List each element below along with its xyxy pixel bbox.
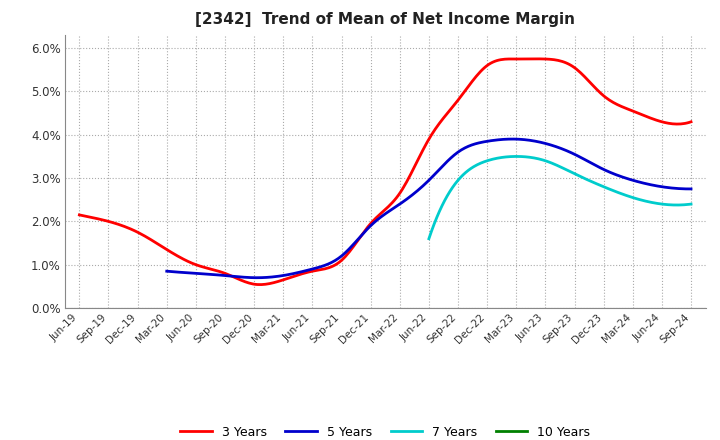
5 Years xyxy=(164,269,173,274)
7 Years xyxy=(687,202,696,207)
3 Years xyxy=(439,115,448,121)
7 Years xyxy=(663,202,672,207)
7 Years xyxy=(426,234,434,239)
5 Years xyxy=(485,138,494,143)
5 Years xyxy=(477,140,485,145)
5 Years xyxy=(252,275,261,280)
5 Years xyxy=(508,136,516,142)
5 Years xyxy=(163,268,171,274)
3 Years xyxy=(441,113,450,118)
5 Years xyxy=(474,140,483,146)
5 Years xyxy=(687,186,696,191)
7 Years xyxy=(582,176,590,182)
5 Years xyxy=(608,171,616,176)
3 Years xyxy=(451,100,460,106)
7 Years xyxy=(580,176,589,181)
7 Years xyxy=(647,200,655,205)
Line: 3 Years: 3 Years xyxy=(79,59,691,285)
7 Years xyxy=(586,178,595,183)
7 Years xyxy=(425,236,433,242)
7 Years xyxy=(512,154,521,159)
Line: 5 Years: 5 Years xyxy=(167,139,691,278)
3 Years xyxy=(77,213,86,218)
Legend: 3 Years, 5 Years, 7 Years, 10 Years: 3 Years, 5 Years, 7 Years, 10 Years xyxy=(176,421,595,440)
3 Years xyxy=(534,56,542,62)
3 Years xyxy=(75,212,84,217)
3 Years xyxy=(687,119,696,125)
5 Years xyxy=(641,181,649,186)
Title: [2342]  Trend of Mean of Net Income Margin: [2342] Trend of Mean of Net Income Margi… xyxy=(195,12,575,27)
3 Years xyxy=(255,282,264,287)
3 Years xyxy=(634,110,642,116)
3 Years xyxy=(595,89,603,94)
Line: 7 Years: 7 Years xyxy=(429,157,691,239)
